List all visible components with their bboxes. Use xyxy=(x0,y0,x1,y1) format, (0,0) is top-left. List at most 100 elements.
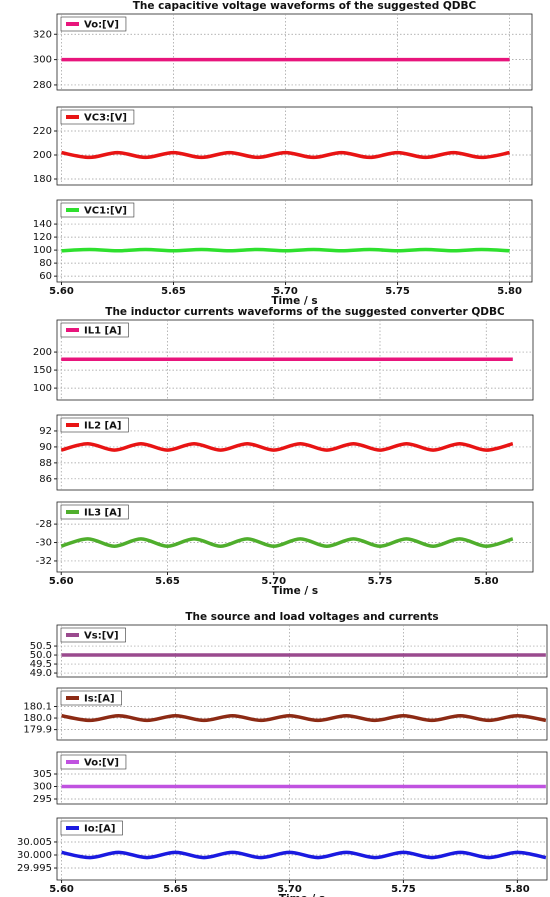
legend-box xyxy=(60,504,129,520)
x-tick-label: 5.70 xyxy=(277,884,302,895)
series-line xyxy=(61,150,510,160)
plot-frame xyxy=(56,414,534,491)
legend-label: Vo:[V] xyxy=(84,758,119,769)
y-tick-label: 300 xyxy=(33,782,52,793)
x-tick-label: 5.70 xyxy=(273,286,298,297)
plot-frame xyxy=(56,106,533,186)
legend: Io:[A] xyxy=(60,820,123,836)
y-tick-label: 86 xyxy=(39,474,52,485)
y-tick-label: 140 xyxy=(33,219,52,230)
legend-box xyxy=(60,202,135,218)
series-line xyxy=(61,713,547,723)
legend: VC1:[V] xyxy=(60,202,135,218)
legend-label: Vs:[V] xyxy=(84,631,119,642)
y-tick-label: 120 xyxy=(33,232,52,243)
legend: VC3:[V] xyxy=(60,109,135,125)
series-line xyxy=(61,247,510,253)
x-tick-label: 5.60 xyxy=(49,884,74,895)
x-tick-label: 5.75 xyxy=(391,884,416,895)
legend-box xyxy=(60,109,135,125)
plot-frame xyxy=(56,13,533,91)
chart-title: The inductor currents waveforms of the s… xyxy=(105,306,505,318)
y-tick-label: 30.005 xyxy=(17,837,52,848)
legend: IL1 [A] xyxy=(60,322,129,338)
legend-label: IL1 [A] xyxy=(84,326,121,337)
x-tick-label: 5.80 xyxy=(505,884,530,895)
legend-label: Vo:[V] xyxy=(84,20,119,31)
y-tick-label: 220 xyxy=(33,126,52,137)
y-tick-label: -32 xyxy=(36,556,52,567)
legend-box xyxy=(60,754,127,770)
x-tick-label: 5.80 xyxy=(497,286,522,297)
legend: Vo:[V] xyxy=(60,16,127,32)
legend: Vo:[V] xyxy=(60,754,127,770)
chart-title: The capacitive voltage waveforms of the … xyxy=(133,0,477,12)
series-line xyxy=(61,850,547,860)
x-axis-label: Time / s xyxy=(272,585,318,597)
x-tick-label: 5.75 xyxy=(368,576,393,587)
y-tick-label: 49.0 xyxy=(30,668,52,679)
y-tick-label: 50.0 xyxy=(30,650,52,661)
legend-label: IL2 [A] xyxy=(84,421,121,432)
legend-box xyxy=(60,820,123,836)
y-tick-label: 150 xyxy=(33,365,52,376)
plot-frame xyxy=(56,199,533,283)
legend-label: VC3:[V] xyxy=(84,113,127,124)
y-tick-label: 88 xyxy=(39,458,52,469)
legend: IL2 [A] xyxy=(60,417,129,433)
y-tick-label: 305 xyxy=(33,769,52,780)
y-tick-label: 200 xyxy=(33,347,52,358)
plot-frame xyxy=(56,751,548,805)
y-tick-label: 100 xyxy=(33,245,52,256)
x-tick-label: 5.60 xyxy=(49,286,74,297)
x-tick-label: 5.65 xyxy=(163,884,188,895)
y-tick-label: 29.995 xyxy=(17,863,52,874)
y-tick-label: 300 xyxy=(33,55,52,66)
x-tick-label: 5.70 xyxy=(261,576,286,587)
legend-box xyxy=(60,690,122,706)
x-tick-label: 5.80 xyxy=(474,576,499,587)
y-tick-label: 50.5 xyxy=(30,641,52,652)
legend-box xyxy=(60,417,129,433)
y-tick-label: 295 xyxy=(33,794,52,805)
y-tick-label: 100 xyxy=(33,383,52,394)
legend: Is:[A] xyxy=(60,690,122,706)
legend-label: Io:[A] xyxy=(84,824,115,835)
chart-title: The source and load voltages and current… xyxy=(185,611,438,623)
y-tick-label: 80 xyxy=(39,258,52,269)
y-tick-label: 180.0 xyxy=(23,713,52,724)
legend: IL3 [A] xyxy=(60,504,129,520)
x-tick-label: 5.75 xyxy=(385,286,410,297)
series-line xyxy=(60,537,514,548)
y-tick-label: 280 xyxy=(33,80,52,91)
x-tick-label: 5.65 xyxy=(161,286,186,297)
plot-frame xyxy=(56,501,534,573)
y-tick-label: 200 xyxy=(33,150,52,161)
y-tick-label: 320 xyxy=(33,29,52,40)
legend: Vs:[V] xyxy=(60,627,126,643)
x-tick-label: 5.60 xyxy=(49,576,74,587)
legend-box xyxy=(60,627,126,643)
legend-box xyxy=(60,322,129,338)
y-tick-label: 90 xyxy=(39,442,52,453)
y-tick-label: 30.000 xyxy=(17,850,52,861)
plot-frame xyxy=(56,624,548,678)
plot-frame xyxy=(56,817,548,881)
y-tick-label: 49.5 xyxy=(30,659,52,670)
y-tick-label: -30 xyxy=(36,538,52,549)
legend-box xyxy=(60,16,127,32)
series-line xyxy=(60,441,514,452)
y-tick-label: 180.1 xyxy=(23,701,52,712)
y-tick-label: 60 xyxy=(39,271,52,282)
x-axis-label: Time / s xyxy=(271,295,317,307)
legend-label: IL3 [A] xyxy=(84,508,121,519)
legend-label: VC1:[V] xyxy=(84,206,127,217)
y-tick-label: 180 xyxy=(33,174,52,185)
y-tick-label: 92 xyxy=(39,426,52,437)
legend-label: Is:[A] xyxy=(84,694,115,705)
x-tick-label: 5.65 xyxy=(155,576,180,587)
y-tick-label: 179.9 xyxy=(23,725,52,736)
plot-frame xyxy=(56,687,548,741)
y-tick-label: -28 xyxy=(36,519,52,530)
